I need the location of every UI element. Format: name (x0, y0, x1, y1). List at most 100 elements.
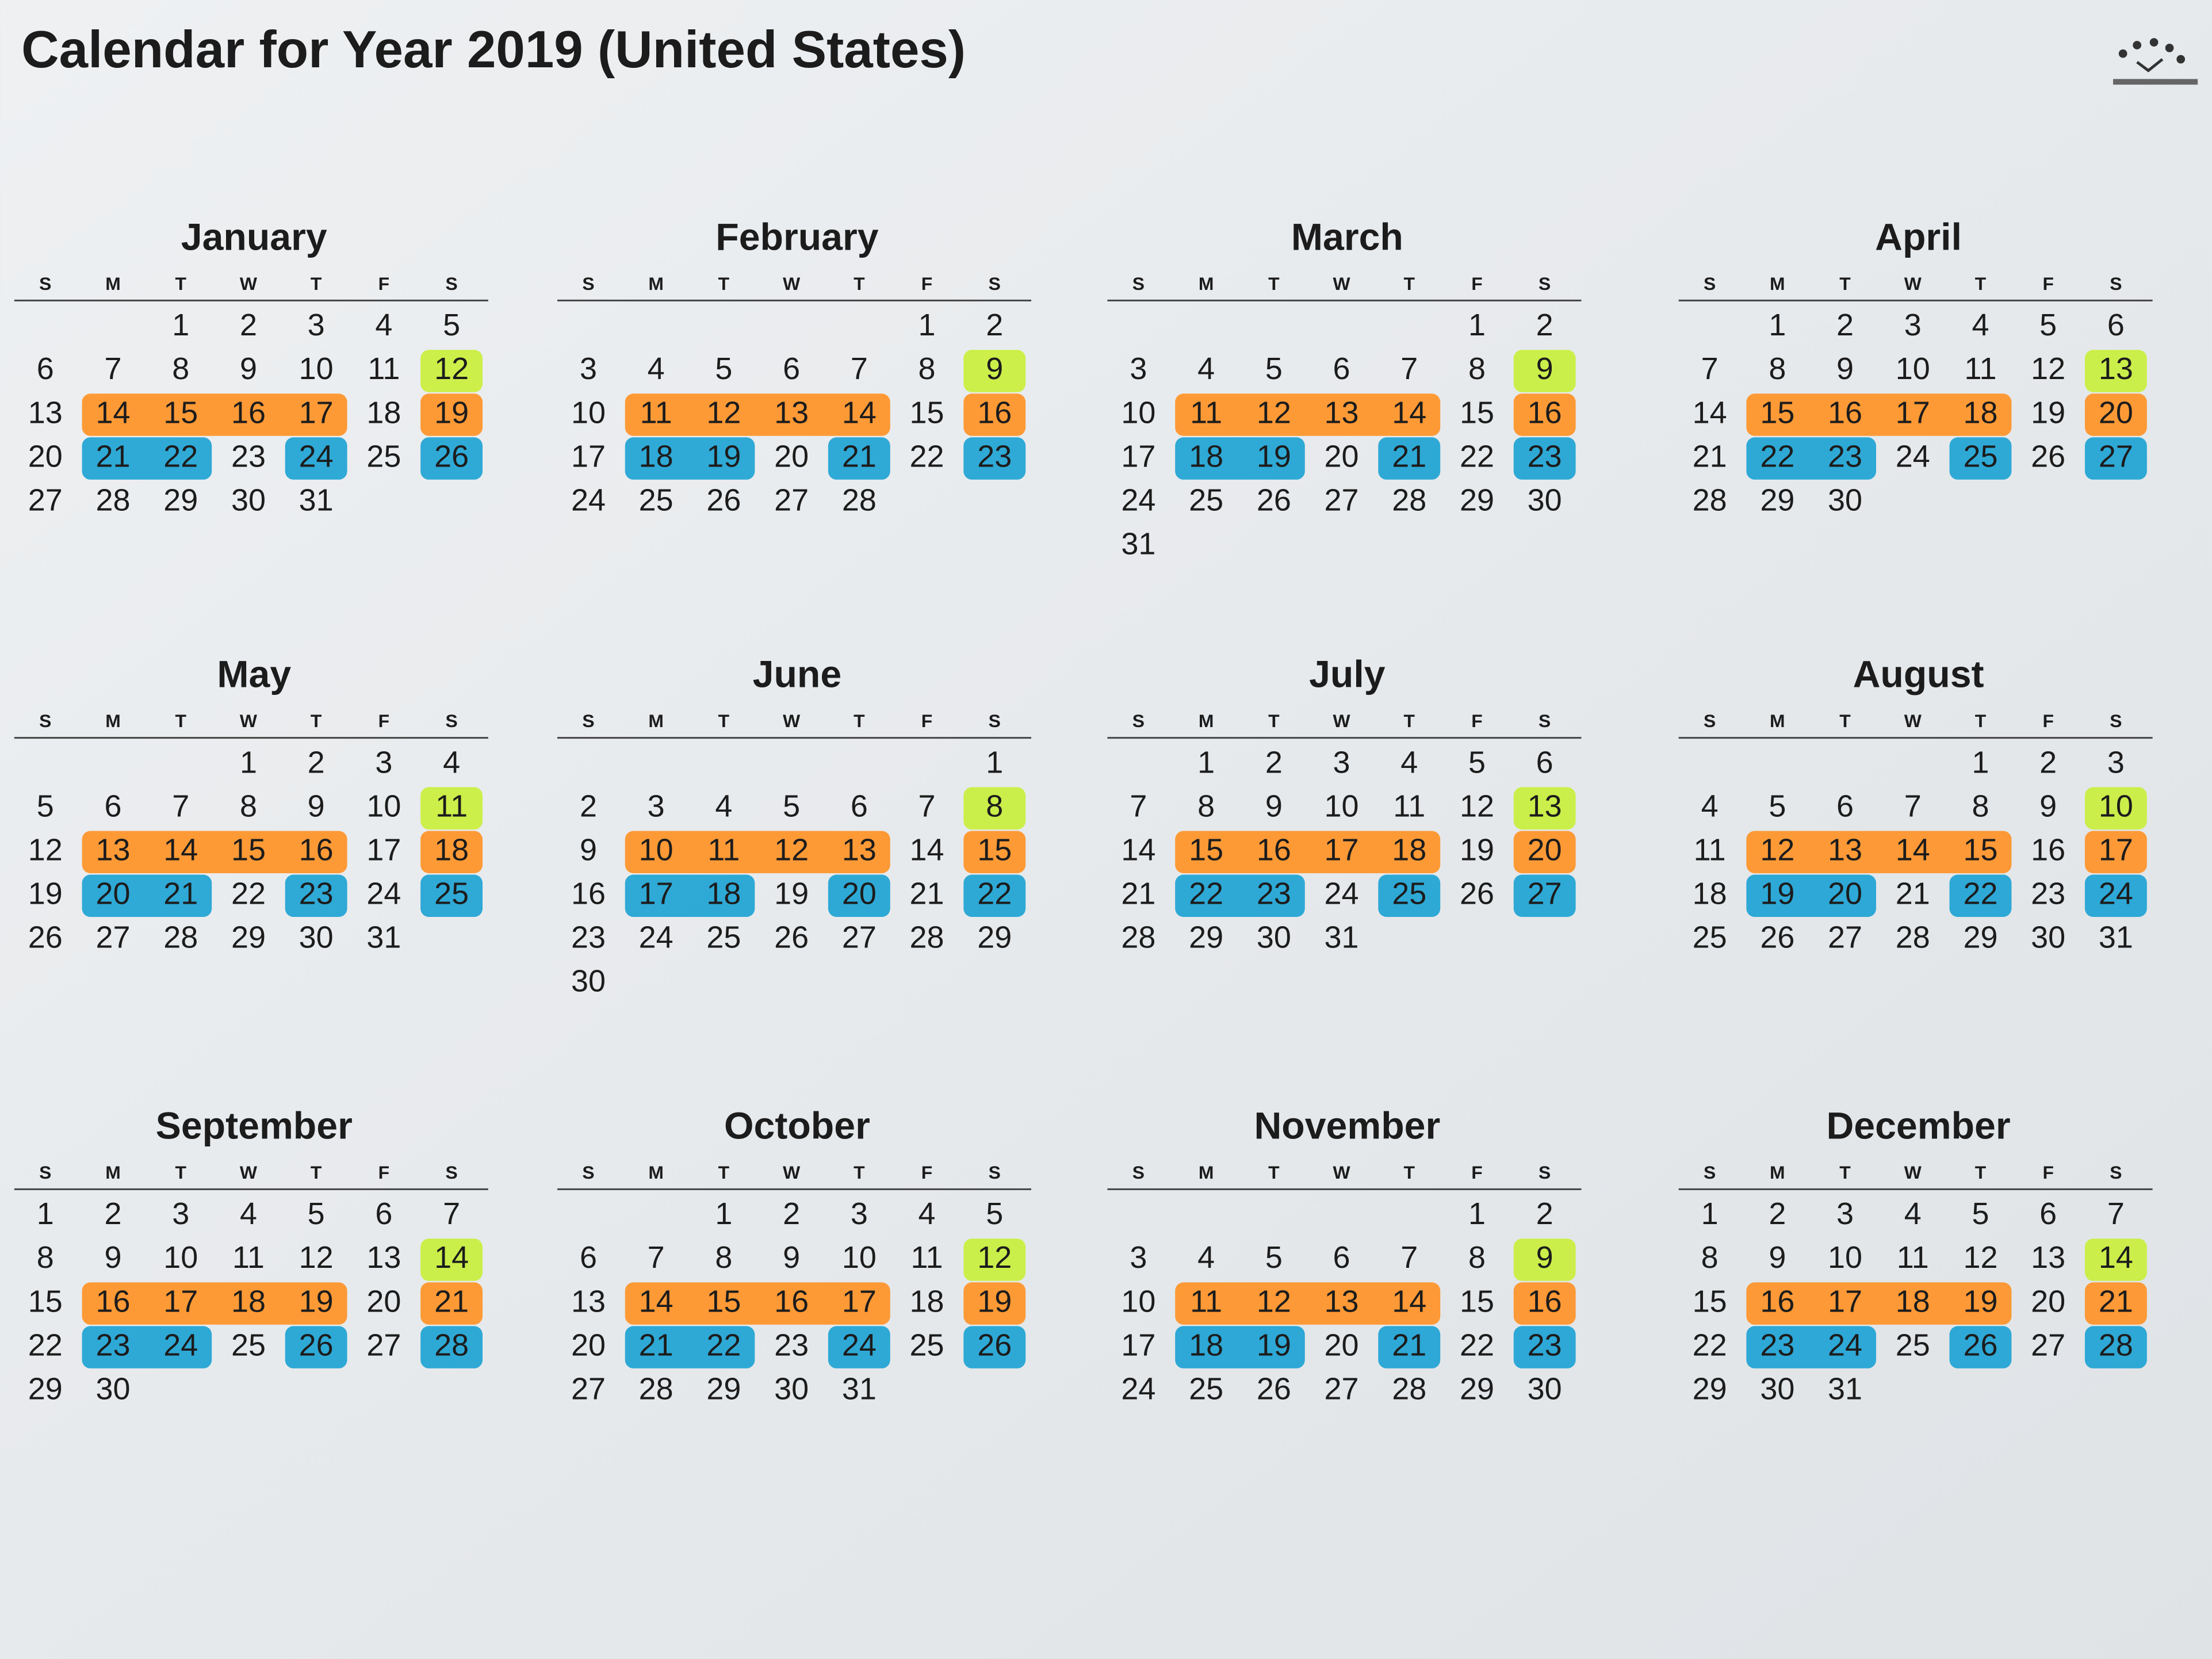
day: 7 (851, 351, 868, 386)
day: 19 (1257, 1328, 1291, 1362)
highlight (828, 1326, 890, 1369)
day: 20 (774, 439, 809, 473)
day: 18 (1963, 395, 1997, 430)
day: 12 (434, 351, 469, 386)
day: 5 (783, 789, 800, 823)
day: 4 (375, 308, 392, 342)
day: 29 (163, 483, 198, 517)
weekday: M (648, 1162, 664, 1183)
day: 24 (1121, 1371, 1155, 1406)
weekday: W (783, 273, 801, 294)
day: 24 (1828, 1328, 1862, 1362)
highlight (963, 787, 1026, 830)
weekday: M (105, 1162, 121, 1183)
day: 12 (299, 1240, 334, 1275)
day: 6 (1333, 351, 1350, 386)
day: 2 (1836, 308, 1854, 342)
weekday: W (1333, 710, 1351, 731)
day: 9 (580, 832, 597, 867)
day: 14 (1392, 395, 1426, 430)
day: 13 (571, 1284, 606, 1318)
day: 30 (231, 483, 266, 517)
day: 24 (2099, 877, 2133, 911)
month-name: June (753, 653, 842, 696)
day: 9 (1265, 789, 1283, 823)
highlights (1175, 1238, 1576, 1369)
day: 10 (1121, 1284, 1155, 1318)
day: 18 (706, 877, 741, 911)
highlight (82, 437, 212, 480)
weekday: S (1539, 710, 1551, 731)
day: 12 (2031, 351, 2065, 386)
day: 25 (366, 439, 401, 473)
day: 9 (1536, 351, 1553, 386)
day: 29 (231, 920, 266, 955)
day: 15 (977, 832, 1012, 867)
day: 13 (1325, 395, 1359, 430)
day: 23 (1760, 1328, 1794, 1362)
day: 14 (2099, 1240, 2133, 1275)
weekday: T (1268, 1162, 1280, 1183)
weekday: F (2042, 710, 2053, 731)
day: 19 (28, 877, 63, 911)
day: 18 (1896, 1284, 1930, 1318)
weekday: F (921, 1162, 932, 1183)
day: 26 (774, 920, 809, 955)
day: 22 (1460, 439, 1494, 473)
day: 21 (2099, 1284, 2133, 1318)
weekday: S (1132, 710, 1145, 731)
day: 2 (240, 308, 257, 342)
day: 15 (1760, 395, 1794, 430)
day: 9 (308, 789, 325, 823)
weekday: S (989, 1162, 1001, 1183)
day: 10 (842, 1240, 877, 1275)
highlight (1949, 437, 2012, 480)
day: 5 (2039, 308, 2057, 342)
highlights (1175, 787, 1576, 918)
weekday: S (1704, 273, 1716, 294)
day: 7 (1701, 351, 1719, 386)
day: 11 (1694, 832, 1726, 867)
day: 30 (571, 964, 606, 999)
month-name: December (1826, 1104, 2010, 1147)
day: 20 (2099, 395, 2133, 430)
highlight (2084, 437, 2147, 480)
weekday: M (1199, 710, 1214, 731)
day: 1 (1769, 308, 1786, 342)
day: 30 (1257, 920, 1291, 955)
day: 22 (977, 877, 1012, 911)
day: 24 (639, 920, 673, 955)
day: 7 (1904, 789, 1922, 823)
day: 10 (571, 395, 606, 430)
highlight (82, 1326, 212, 1369)
weekday: F (1471, 1162, 1482, 1183)
day: 24 (163, 1328, 198, 1362)
day: 25 (910, 1328, 944, 1362)
highlight (420, 874, 483, 918)
day: 28 (2099, 1328, 2133, 1362)
day: 3 (1130, 351, 1147, 386)
month-name: November (1254, 1104, 1440, 1147)
day: 2 (1265, 745, 1283, 779)
day: 18 (231, 1284, 266, 1318)
highlight (82, 831, 347, 874)
highlight (1513, 393, 1576, 436)
weekday: M (1770, 1162, 1785, 1183)
weekday: S (1539, 273, 1551, 294)
highlight (1175, 831, 1441, 874)
day: 22 (1760, 439, 1794, 473)
day: 2 (308, 745, 325, 779)
day: 30 (1528, 483, 1562, 517)
day: 17 (639, 877, 673, 911)
day: 12 (706, 395, 741, 430)
day: 27 (1325, 1371, 1359, 1406)
highlight (1175, 437, 1305, 480)
day: 22 (163, 439, 198, 473)
day: 25 (1189, 1371, 1223, 1406)
day: 2 (580, 789, 597, 823)
day: 11 (1393, 789, 1425, 823)
